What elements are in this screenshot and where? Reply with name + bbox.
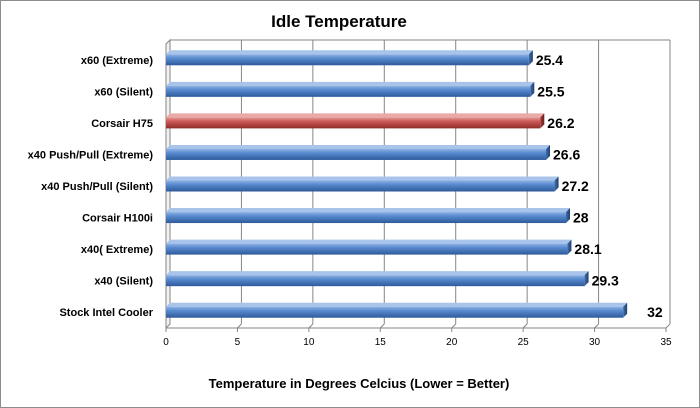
category-labels: x60 (Extreme) x60 (Silent) Corsair H75 x40 …: [28, 55, 154, 319]
grid-line-depth: [379, 323, 385, 329]
bar-end-cap: [546, 144, 550, 160]
bar-top-face: [166, 239, 572, 244]
bar: [166, 81, 535, 97]
category-label: x60 (Extreme): [81, 55, 153, 67]
bar-top-face: [166, 113, 545, 118]
bar-end-cap: [566, 208, 570, 224]
bar-front-face: [166, 275, 585, 287]
chart-title: Idle Temperature: [271, 12, 407, 31]
grid-line-depth: [665, 323, 671, 329]
bar: [166, 113, 545, 129]
bar-top-face: [166, 50, 533, 55]
bar-top-face: [166, 81, 535, 86]
category-label: x40 (Silent): [94, 276, 153, 288]
bar-front-face: [166, 54, 529, 66]
value-label: 28.1: [574, 241, 601, 257]
x-tick-label: 10: [303, 337, 315, 348]
bar-top-face: [166, 144, 550, 149]
x-axis-label: Temperature in Degrees Celcius (Lower = …: [209, 376, 510, 391]
bar: [166, 239, 572, 255]
grid-line-depth: [308, 323, 314, 329]
value-labels: 25.4 25.5 26.2 26.6 27.2 28 28.1 29.3 32: [536, 52, 663, 320]
grid-line-depth: [522, 323, 528, 329]
bar: [166, 50, 533, 66]
grid-line-depth: [237, 323, 242, 329]
grid-line-depth: [451, 323, 457, 329]
bar-end-cap: [540, 113, 545, 129]
value-label: 25.4: [536, 52, 563, 68]
value-label: 27.2: [562, 178, 589, 194]
value-label: 26.6: [553, 146, 580, 162]
bar-front-face: [166, 85, 531, 97]
bars: [166, 50, 628, 318]
value-label: 32: [647, 304, 663, 320]
value-label: 26.2: [547, 115, 574, 131]
value-label: 28: [573, 210, 589, 226]
bar: [166, 208, 570, 224]
bar-top-face: [166, 176, 559, 181]
category-label: x40( Extreme): [81, 244, 153, 256]
grid-line-depth: [594, 323, 599, 329]
bar-front-face: [166, 148, 546, 160]
bar-end-cap: [623, 302, 628, 318]
value-label: 29.3: [592, 273, 619, 289]
bar-front-face: [166, 180, 555, 192]
x-tick-label: 30: [589, 337, 601, 348]
x-tick-label: 20: [446, 337, 458, 348]
x-tick-label: 5: [235, 337, 241, 348]
bar: [166, 144, 550, 160]
bar-end-cap: [528, 50, 533, 66]
bar-front-face: [166, 212, 566, 224]
value-label: 25.5: [537, 83, 564, 99]
bar-front-face: [166, 306, 624, 318]
x-tick-label: 0: [163, 337, 169, 348]
tick-labels: 0 5 10 15 20 25 30 35: [163, 337, 672, 348]
bar-end-cap: [567, 239, 572, 255]
category-label: x40 Push/Pull (Silent): [41, 181, 153, 193]
category-label: x60 (Silent): [94, 86, 153, 98]
bar: [166, 302, 628, 318]
x-tick-label: 25: [518, 337, 530, 348]
bar: [166, 176, 559, 192]
x-tick-label: 15: [375, 337, 387, 348]
bar: [166, 271, 589, 287]
bar-top-face: [166, 208, 570, 213]
bar-top-face: [166, 271, 589, 276]
bar-front-face: [166, 243, 568, 255]
x-tick-label: 35: [660, 337, 672, 348]
category-label: Corsair H100i: [82, 213, 153, 225]
bar-top-face: [166, 302, 628, 307]
category-label: x40 Push/Pull (Extreme): [28, 149, 154, 161]
bar-front-face: [166, 117, 541, 129]
category-label: Corsair H75: [91, 118, 153, 130]
category-label: Stock Intel Cooler: [59, 307, 153, 319]
bar-end-cap: [554, 176, 559, 192]
bar-end-cap: [530, 81, 535, 97]
bar-end-cap: [584, 271, 589, 287]
